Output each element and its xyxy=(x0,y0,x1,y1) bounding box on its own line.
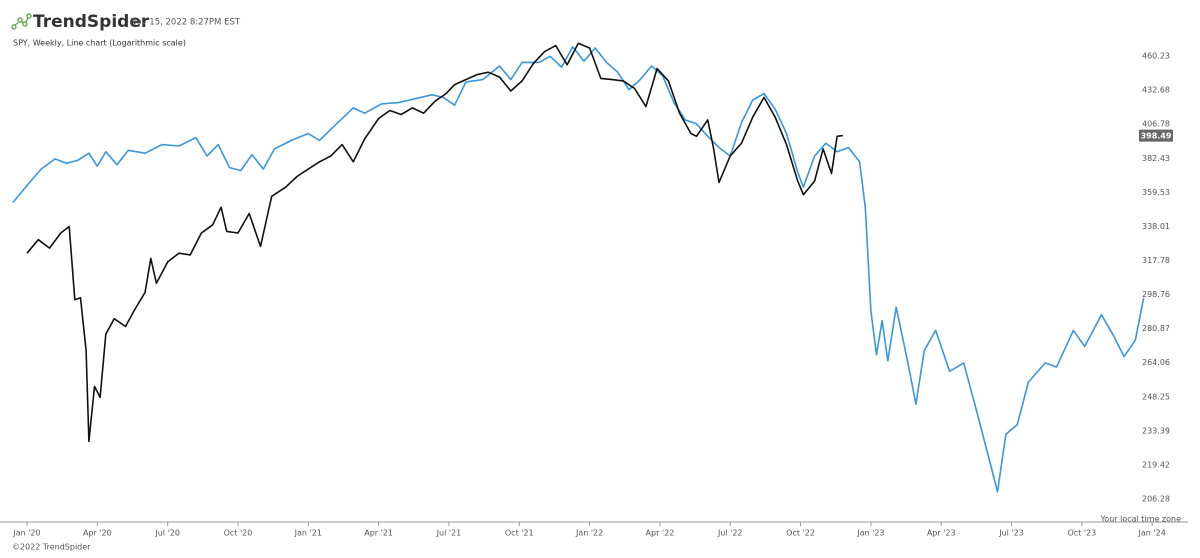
last-price-label: 398.49 xyxy=(1141,132,1172,141)
plot-area xyxy=(12,42,1145,493)
copyright: ©2022 TrendSpider xyxy=(12,543,91,552)
y-tick-label: 432.68 xyxy=(1142,86,1170,95)
logo-icon xyxy=(11,13,32,30)
x-tick-label: Jul '21 xyxy=(436,529,462,538)
x-tick-label: Jan '21 xyxy=(294,529,322,538)
y-tick-label: 359.53 xyxy=(1142,188,1170,197)
x-tick-label: Jul '23 xyxy=(998,529,1024,538)
x-tick-label: Apr '21 xyxy=(364,529,393,538)
line-series xyxy=(26,42,843,443)
subtitle: SPY, Weekly, Line chart (Logarithmic sca… xyxy=(13,39,186,48)
y-tick-label: 248.25 xyxy=(1142,392,1170,401)
y-tick-label: 219.42 xyxy=(1142,460,1170,469)
x-tick-label: Apr '23 xyxy=(927,529,956,538)
x-tick-label: Jul '22 xyxy=(717,529,743,538)
brand: TrendSpider xyxy=(33,12,150,32)
x-tick-label: Jan '23 xyxy=(856,529,884,538)
y-tick-label: 338.01 xyxy=(1142,222,1170,231)
x-tick-label: Jan '24 xyxy=(1138,529,1166,538)
y-tick-label: 298.76 xyxy=(1142,290,1170,299)
x-tick-label: Jan '22 xyxy=(575,529,603,538)
timestamp: Nov 15, 2022 8:27PM EST xyxy=(130,18,241,28)
y-tick-label: 406.78 xyxy=(1142,120,1170,129)
y-tick-label: 460.23 xyxy=(1142,52,1170,61)
x-tick-label: Oct '20 xyxy=(224,529,253,538)
x-tick-label: Oct '23 xyxy=(1067,529,1096,538)
y-tick-label: 264.06 xyxy=(1142,358,1170,367)
x-tick-label: Jan '20 xyxy=(12,529,40,538)
y-tick-label: 206.28 xyxy=(1142,495,1170,504)
x-tick-label: Apr '22 xyxy=(646,529,675,538)
y-tick-label: 317.78 xyxy=(1142,256,1170,265)
line-series xyxy=(12,46,1145,493)
y-tick-label: 280.87 xyxy=(1142,324,1170,333)
y-tick-label: 233.39 xyxy=(1142,426,1170,435)
x-tick-label: Apr '20 xyxy=(83,529,112,538)
x-tick-label: Oct '21 xyxy=(505,529,534,538)
x-tick-label: Jul '20 xyxy=(154,529,180,538)
x-tick-label: Oct '22 xyxy=(786,529,815,538)
timezone-note: Your local time zone xyxy=(1099,515,1181,524)
last-price-tag xyxy=(1139,129,1173,142)
y-tick-label: 382.43 xyxy=(1142,154,1170,163)
